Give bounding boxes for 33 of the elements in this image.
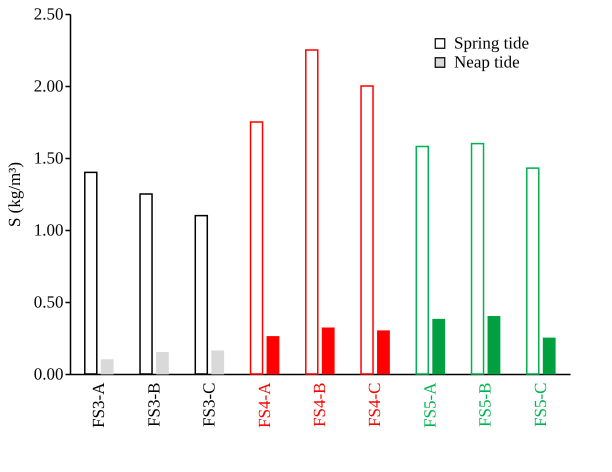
bar xyxy=(100,359,114,374)
x-tick-label: FS3-A xyxy=(89,382,108,428)
bar xyxy=(322,328,335,374)
y-tick-label: 0.50 xyxy=(34,292,64,312)
y-tick-label: 2.00 xyxy=(34,76,64,96)
y-tick-label: 1.00 xyxy=(34,220,64,240)
bar xyxy=(156,352,169,374)
y-tick-label: 1.50 xyxy=(34,148,64,168)
bar xyxy=(360,85,374,375)
x-tick-label: FS5-A xyxy=(420,382,440,428)
bar xyxy=(432,318,446,374)
bar xyxy=(250,121,264,375)
x-tick-label: FS3-C xyxy=(200,382,219,427)
y-axis-title: S (kg/m³) xyxy=(4,162,24,228)
x-tick-label: FS3-B xyxy=(144,382,164,427)
bar xyxy=(377,330,390,374)
x-tick-label: FS4-A xyxy=(254,382,274,428)
bar xyxy=(416,146,430,375)
x-tick-label: FS5-C xyxy=(530,382,550,427)
x-tick-label: FS4-B xyxy=(310,382,329,427)
bar xyxy=(266,336,280,374)
bar xyxy=(305,49,319,375)
y-tick-label: 2.50 xyxy=(34,4,64,24)
bar xyxy=(542,338,556,374)
legend-label: Neap tide xyxy=(454,52,520,72)
legend-label: Spring tide xyxy=(454,34,530,52)
bar xyxy=(488,316,500,374)
bar xyxy=(470,142,484,375)
bar xyxy=(526,167,540,375)
x-tick-label: FS4-C xyxy=(365,382,384,427)
x-tick-label: FS5-B xyxy=(476,382,495,427)
bar xyxy=(211,350,224,374)
y-tick-label: 0.00 xyxy=(34,364,64,384)
